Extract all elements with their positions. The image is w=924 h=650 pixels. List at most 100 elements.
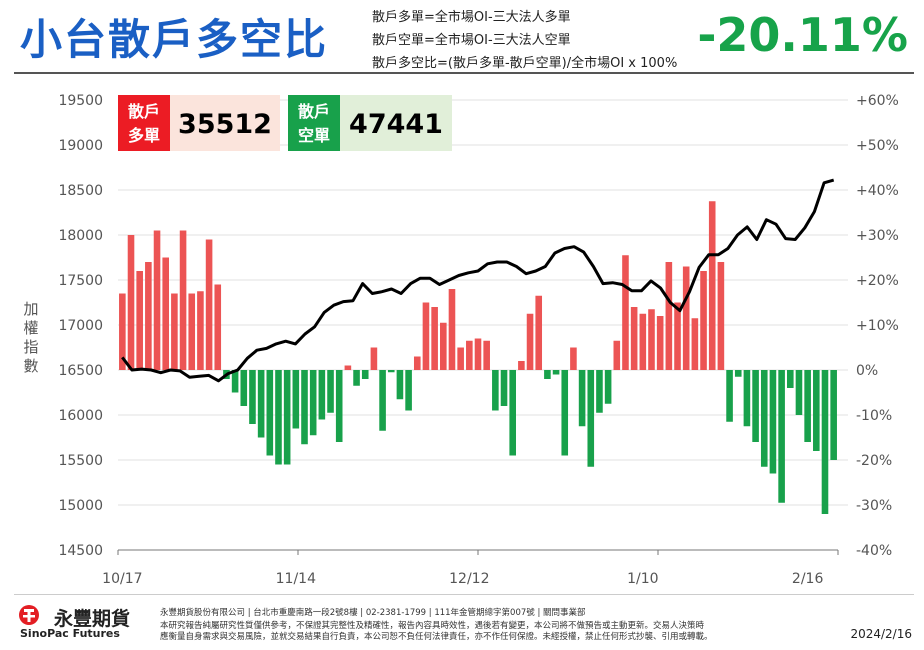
ratio-bar [370, 347, 378, 370]
short-label-bg [288, 95, 340, 151]
right-tick-label: -30% [856, 498, 892, 514]
ratio-bar [249, 370, 256, 424]
ratio-bar [726, 370, 733, 422]
ratio-bar [353, 370, 360, 386]
left-tick-label: 18500 [58, 183, 103, 199]
ratio-bar [674, 302, 681, 370]
ratio-bar [734, 370, 742, 377]
x-tick-label: 12/12 [449, 571, 489, 587]
chart-title: 小台散戶多空比 [20, 15, 329, 64]
index-line [121, 178, 835, 383]
ratio-bar [422, 302, 430, 370]
header-divider [14, 72, 914, 74]
ratio-bar [283, 370, 291, 465]
ratio-bar [743, 370, 751, 427]
short-label-1: 散戶 [298, 102, 330, 121]
left-tick-label: 19000 [58, 138, 103, 154]
ratio-bar [292, 370, 300, 429]
ratio-bar [786, 370, 794, 388]
ratio-bar [509, 370, 516, 456]
ratio-bar [197, 291, 204, 370]
ratio-bar [466, 340, 473, 370]
ratio-bar [552, 370, 560, 375]
ratio-bar [570, 347, 577, 370]
ratio-bar [587, 370, 595, 467]
ratio-bar [301, 370, 308, 445]
gridlines [118, 99, 848, 506]
ratio-bar [171, 293, 178, 370]
ratio-bar [535, 295, 543, 370]
x-tick-label: 11/14 [276, 571, 316, 587]
latest-ratio-value: -20.11% [697, 8, 908, 62]
left-tick-label: 18000 [58, 228, 103, 244]
ratio-bar [518, 361, 525, 370]
right-tick-label: +60% [856, 93, 899, 109]
left-tick-label: 14500 [58, 543, 103, 559]
ratio-bar [145, 262, 152, 370]
ratio-bar [630, 307, 638, 370]
ratio-bar [804, 370, 811, 442]
x-tick-label: 1/10 [627, 571, 658, 587]
long-label-bg [118, 95, 170, 151]
ratio-bar [700, 271, 707, 370]
x-tick-label: 10/17 [102, 571, 142, 587]
ratio-bar [127, 235, 135, 370]
right-tick-label: 0% [856, 363, 878, 379]
footer-disclaimer-2: 應衡量自身需求與交易風險，並就交易結果自行負責，本公司恕不負任何法律責任，亦不作… [160, 632, 713, 642]
right-tick-label: +10% [856, 318, 899, 334]
ratio-bar [813, 370, 820, 451]
ratio-bar [795, 370, 803, 415]
left-tick-label: 16000 [58, 408, 103, 424]
ratio-bar [596, 370, 603, 413]
ratio-bar [240, 370, 248, 406]
ratio-bar [214, 284, 222, 370]
ratio-bar [153, 230, 161, 370]
ratio-bar [335, 370, 343, 442]
right-tick-label: +30% [856, 228, 899, 244]
ratio-bar [544, 370, 551, 379]
ratio-bar [136, 271, 143, 370]
left-tick-label: 17000 [58, 318, 103, 334]
logo-english-name: SinoPac Futures [20, 627, 120, 640]
ratio-bar [691, 318, 699, 370]
ratio-bar [656, 316, 664, 370]
left-tick-labels: 19500 19000 18500 18000 17500 17000 16500 16000… [58, 93, 103, 559]
ratio-bar [405, 370, 412, 411]
ratio-bar [648, 309, 655, 370]
short-label-2: 空單 [298, 126, 330, 145]
ratio-bar [448, 289, 456, 370]
report-date: 2024/2/16 [850, 627, 912, 641]
ratio-bar [717, 262, 725, 370]
ratio-bar [309, 370, 317, 436]
ratio-bar [578, 370, 586, 427]
ratio-bar [682, 266, 690, 370]
ratio-bar [431, 307, 438, 370]
long-label-1: 散戶 [128, 102, 160, 121]
right-tick-label: -10% [856, 408, 892, 424]
ratio-bar [396, 370, 404, 400]
formula-ratio: 散戶多空比=(散戶多單-散戶空單)/全市場OI x 100% [372, 56, 678, 71]
ratio-bar [387, 370, 395, 373]
ratio-bar [752, 370, 759, 442]
formula-short: 散戶空單=全市場OI-三大法人空單 [372, 33, 571, 48]
formula-long: 散戶多單=全市場OI-三大法人多單 [372, 10, 571, 25]
left-tick-label: 15500 [58, 453, 103, 469]
ratio-bars [119, 201, 837, 514]
long-box-bg [170, 95, 280, 151]
ratio-bar [275, 370, 282, 465]
left-tick-label: 16500 [58, 363, 103, 379]
x-ticks: 10/17 11/14 12/12 1/10 2/16 [102, 550, 839, 587]
ratio-bar [188, 293, 196, 370]
right-tick-label: -40% [856, 543, 892, 559]
ratio-bar [474, 338, 482, 370]
ratio-bar [266, 370, 274, 456]
ratio-bar [500, 370, 508, 406]
logo-chinese-name: 永豐期貨 [54, 608, 131, 630]
footer-company: 永豐期貨股份有限公司 | 台北市重慶南路一段2號8樓 | 02-2381-179… [160, 608, 586, 618]
short-box-bg [340, 95, 452, 151]
footer-disclaimer-1: 本研究報告純屬研究性質僅供參考，不保證其完整性及精確性，報告內容具時效性，遇後若… [160, 621, 705, 631]
ratio-bar [327, 370, 334, 413]
ratio-bar [179, 230, 187, 370]
ratio-bar [830, 370, 837, 460]
ratio-bar [769, 370, 777, 474]
